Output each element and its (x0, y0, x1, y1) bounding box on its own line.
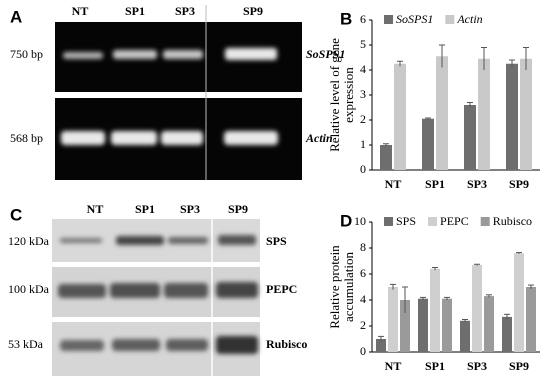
lane-label: SP9 (228, 202, 248, 216)
bar (430, 268, 440, 352)
bar (442, 298, 452, 352)
gel-bands (61, 48, 278, 145)
bar (422, 118, 434, 170)
y-tick-label: 5 (360, 37, 366, 51)
bar (506, 63, 518, 170)
size-label: 568 bp (10, 131, 43, 145)
y-axis-label: Relative protein accumulation (327, 245, 356, 329)
panel-label: A (10, 7, 22, 26)
size-label: 120 kDa (8, 234, 50, 248)
legend-label: Rubisco (493, 214, 532, 228)
size-label: 750 bp (10, 47, 43, 61)
bar (472, 264, 482, 352)
lane-label: SP1 (125, 4, 145, 18)
legend-label: SPS (396, 214, 416, 228)
gene-label: Actin (305, 131, 333, 145)
x-tick-label: SP3 (467, 359, 487, 373)
bar (376, 339, 386, 352)
legend-swatch (480, 217, 490, 226)
y-tick-label: 6 (360, 12, 366, 26)
blot-bands (58, 235, 258, 354)
y-tick-label: 0 (360, 344, 366, 358)
y-tick-label: 4 (360, 62, 366, 76)
bar (526, 287, 536, 352)
bar (502, 316, 512, 352)
legend-label: PEPC (440, 214, 469, 228)
panel-label: D (340, 211, 352, 230)
panel-label: C (10, 205, 22, 224)
y-tick-label: 10 (354, 214, 366, 228)
lane-label: SP1 (135, 202, 155, 216)
protein-label: PEPC (266, 282, 297, 296)
y-tick-label: 4 (360, 292, 366, 306)
bar (394, 63, 406, 170)
bar (464, 105, 476, 170)
y-tick-label: 2 (360, 318, 366, 332)
x-tick-label: SP9 (509, 359, 529, 373)
size-label: 53 kDa (8, 337, 44, 351)
y-tick-label: 8 (360, 240, 366, 254)
bar (380, 145, 392, 170)
lane-label: NT (72, 4, 89, 18)
legend-label: Actin (456, 12, 482, 26)
x-tick-label: SP1 (425, 359, 445, 373)
y-tick-label: 1 (360, 137, 366, 151)
x-tick-label: SP3 (467, 177, 487, 191)
x-tick-label: NT (385, 177, 402, 191)
y-tick-label: 0 (360, 162, 366, 176)
bar (478, 58, 490, 170)
lane-label: SP9 (243, 4, 263, 18)
x-tick-label: SP9 (509, 177, 529, 191)
bar (460, 320, 470, 352)
lane-label: SP3 (180, 202, 200, 216)
bar (436, 56, 448, 170)
y-tick-label: 6 (360, 266, 366, 280)
y-axis-label: Relative level of gene expression (327, 38, 356, 152)
x-tick-label: NT (385, 359, 402, 373)
lane-label: NT (87, 202, 104, 216)
legend-swatch (428, 217, 438, 226)
legend-swatch (445, 15, 455, 24)
y-tick-label: 2 (360, 112, 366, 126)
protein-label: Rubisco (266, 337, 307, 351)
panel-label: B (340, 9, 352, 28)
bar (400, 300, 410, 352)
bar (484, 296, 494, 352)
legend-label: SoSPS1 (396, 12, 433, 26)
bar (520, 58, 532, 170)
size-label: 100 kDa (8, 282, 50, 296)
legend-swatch (384, 217, 393, 226)
lane-label: SP3 (175, 4, 195, 18)
legend-swatch (384, 15, 393, 24)
bar (388, 287, 398, 352)
bar (514, 253, 524, 352)
bar (418, 298, 428, 352)
gene-label: SoSPS1 (306, 47, 345, 61)
y-tick-label: 3 (360, 87, 366, 101)
x-tick-label: SP1 (425, 177, 445, 191)
protein-label: SPS (266, 234, 287, 248)
